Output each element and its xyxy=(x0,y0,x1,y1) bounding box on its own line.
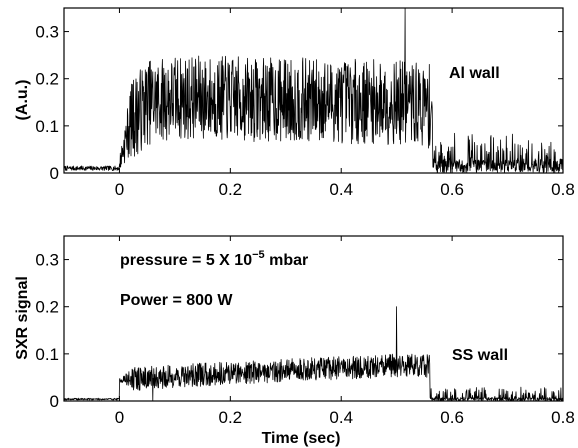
y-tick-label: 0.1 xyxy=(35,345,59,364)
annotation-pressure: pressure = 5 X 10−5 mbar xyxy=(120,249,308,269)
annotation-power: Power = 800 W xyxy=(120,292,233,309)
series-line xyxy=(63,7,564,174)
x-tick-label: 0.8 xyxy=(551,408,575,427)
y-tick-label: 0 xyxy=(50,164,59,183)
y-axis-label: SXR signal xyxy=(14,276,31,360)
axes-frame xyxy=(63,235,564,402)
y-tick-label: 0.3 xyxy=(35,23,59,42)
y-tick-label: 0.2 xyxy=(35,298,59,317)
y-tick-label: 0 xyxy=(50,392,59,411)
axes: 0 0.2 0.4 0.6 0.8 0 0.1 0.2 0.3 xyxy=(35,235,575,427)
annotation-ss-wall: SS wall xyxy=(452,347,508,364)
y-axis-label: (A.u.) xyxy=(14,80,31,121)
y-tick-label: 0.2 xyxy=(35,70,59,89)
x-tick-label: 0.6 xyxy=(440,408,464,427)
x-tick-label: 0.6 xyxy=(440,180,464,199)
plot-area xyxy=(63,306,564,402)
annotation-pressure-main: pressure = 5 X 10 xyxy=(120,252,252,269)
x-tick-label: 0.4 xyxy=(329,180,353,199)
y-tick-label: 0.3 xyxy=(35,251,59,270)
x-tick-label: 0 xyxy=(115,180,124,199)
x-axis-label: Time (sec) xyxy=(262,430,341,447)
x-tick-label: 0.2 xyxy=(219,180,243,199)
series-line xyxy=(63,306,564,402)
x-tick-label: 0.8 xyxy=(551,180,575,199)
annotation-pressure-exponent: −5 xyxy=(252,249,265,261)
plot-area xyxy=(63,7,564,174)
annotation-pressure-unit: mbar xyxy=(265,252,309,269)
annotation-al-wall: Al wall xyxy=(449,65,500,82)
x-tick-label: 0.2 xyxy=(219,408,243,427)
panel-al-wall: (A.u.) 0 0.2 0.4 0.6 0.8 0 0.1 0.2 0.3 Al wall xyxy=(14,7,575,199)
x-tick-label: 0.4 xyxy=(329,408,353,427)
y-tick-label: 0.1 xyxy=(35,117,59,136)
panel-ss-wall: SXR signal 0 0.2 0.4 0.6 0.8 0 0.1 0.2 0.3 press… xyxy=(14,235,575,447)
axes-frame xyxy=(63,7,564,174)
x-tick-label: 0 xyxy=(115,408,124,427)
axes: 0 0.2 0.4 0.6 0.8 0 0.1 0.2 0.3 xyxy=(35,7,575,199)
